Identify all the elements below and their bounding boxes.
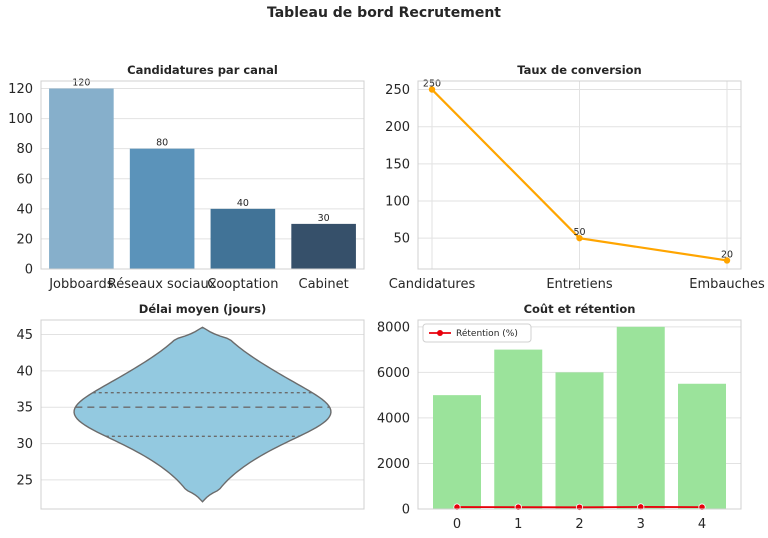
figure-title: Tableau de bord Recrutement: [266, 5, 501, 21]
channel-chart-ytick-label: 40: [16, 202, 33, 217]
conversion-chart-title: Taux de conversion: [517, 63, 642, 77]
legend-marker-swatch: [437, 330, 443, 336]
cost-chart-ytick-label: 6000: [377, 366, 410, 381]
retention-point: [575, 503, 584, 511]
channel-bar-value-label: 40: [237, 198, 249, 209]
channel-chart-ytick-label: 80: [16, 142, 33, 157]
conversion-point: [723, 257, 731, 264]
conversion-value-label: 20: [721, 249, 733, 260]
channel-bar-value-label: 120: [72, 78, 90, 89]
delay-chart-frame: [40, 319, 365, 510]
legend-box: [422, 323, 532, 343]
channel-xtick-label: Réseaux sociaux: [108, 277, 217, 292]
delay-chart-ytick-label: 25: [16, 473, 33, 488]
channel-chart-ytick-label: 100: [8, 112, 33, 127]
cost-chart-frame: [417, 319, 742, 510]
cost-bar: [616, 326, 665, 509]
conversion-value-label: 50: [573, 227, 585, 238]
cost-bar: [433, 395, 481, 509]
conversion-chart-ytick-label: 200: [385, 120, 410, 135]
delay-violin-body: [73, 326, 332, 503]
cost-chart-title: Coût et rétention: [524, 302, 636, 316]
cost-bar: [494, 349, 543, 509]
channel-chart-frame: [40, 80, 365, 270]
channel-xtick-label: Cabinet: [299, 277, 349, 292]
channel-bar-value-label: 30: [318, 213, 330, 224]
legend-label: Rétention (%): [456, 328, 518, 339]
cost-chart-ytick-label: 2000: [377, 457, 410, 472]
cost-bar: [555, 372, 604, 509]
conversion-chart-ytick-label: 100: [385, 195, 410, 210]
cost-xtick-label: 2: [575, 517, 583, 532]
channel-bar: [210, 208, 276, 269]
channel-chart-ytick-label: 60: [16, 172, 33, 187]
delay-chart-ytick-label: 35: [16, 401, 33, 416]
channel-bar: [129, 148, 195, 269]
channel-chart-ytick-label: 120: [8, 82, 33, 97]
conversion-chart-ytick-label: 150: [385, 157, 410, 172]
cost-xtick-label: 3: [637, 517, 645, 532]
conversion-chart-ytick-label: 50: [393, 232, 410, 247]
conversion-chart-ytick-label: 250: [385, 83, 410, 98]
channel-bar: [49, 88, 114, 270]
conversion-xtick-label: Candidatures: [389, 277, 476, 292]
channel-chart-title: Candidatures par canal: [127, 63, 278, 77]
channel-bar: [291, 223, 356, 269]
channel-bar-value-label: 80: [156, 138, 168, 149]
cost-xtick-label: 1: [514, 517, 522, 532]
channel-xtick-label: Cooptation: [207, 277, 278, 292]
channel-chart-ytick-label: 20: [16, 232, 33, 247]
delay-chart-ytick-label: 40: [16, 364, 33, 379]
cost-xtick-label: 4: [698, 517, 706, 532]
delay-chart-ytick-label: 45: [16, 328, 33, 343]
cost-chart-ytick-label: 8000: [377, 320, 410, 335]
cost-bar: [678, 383, 726, 509]
delay-chart-ytick-label: 30: [16, 437, 33, 452]
conversion-xtick-label: Embauches: [689, 277, 765, 292]
cost-chart-ytick-label: 0: [402, 503, 410, 518]
cost-chart-ytick-label: 4000: [377, 411, 410, 426]
conversion-chart-frame: [417, 80, 742, 270]
conversion-value-label: 250: [423, 79, 441, 90]
cost-xtick-label: 0: [453, 517, 461, 532]
conversion-point: [428, 86, 436, 93]
conversion-xtick-label: Entretiens: [546, 277, 613, 292]
conversion-point: [576, 234, 583, 242]
channel-xtick-label: Jobboards: [48, 277, 114, 292]
channel-chart-ytick-label: 0: [25, 263, 33, 278]
delay-chart-title: Délai moyen (jours): [139, 302, 266, 316]
